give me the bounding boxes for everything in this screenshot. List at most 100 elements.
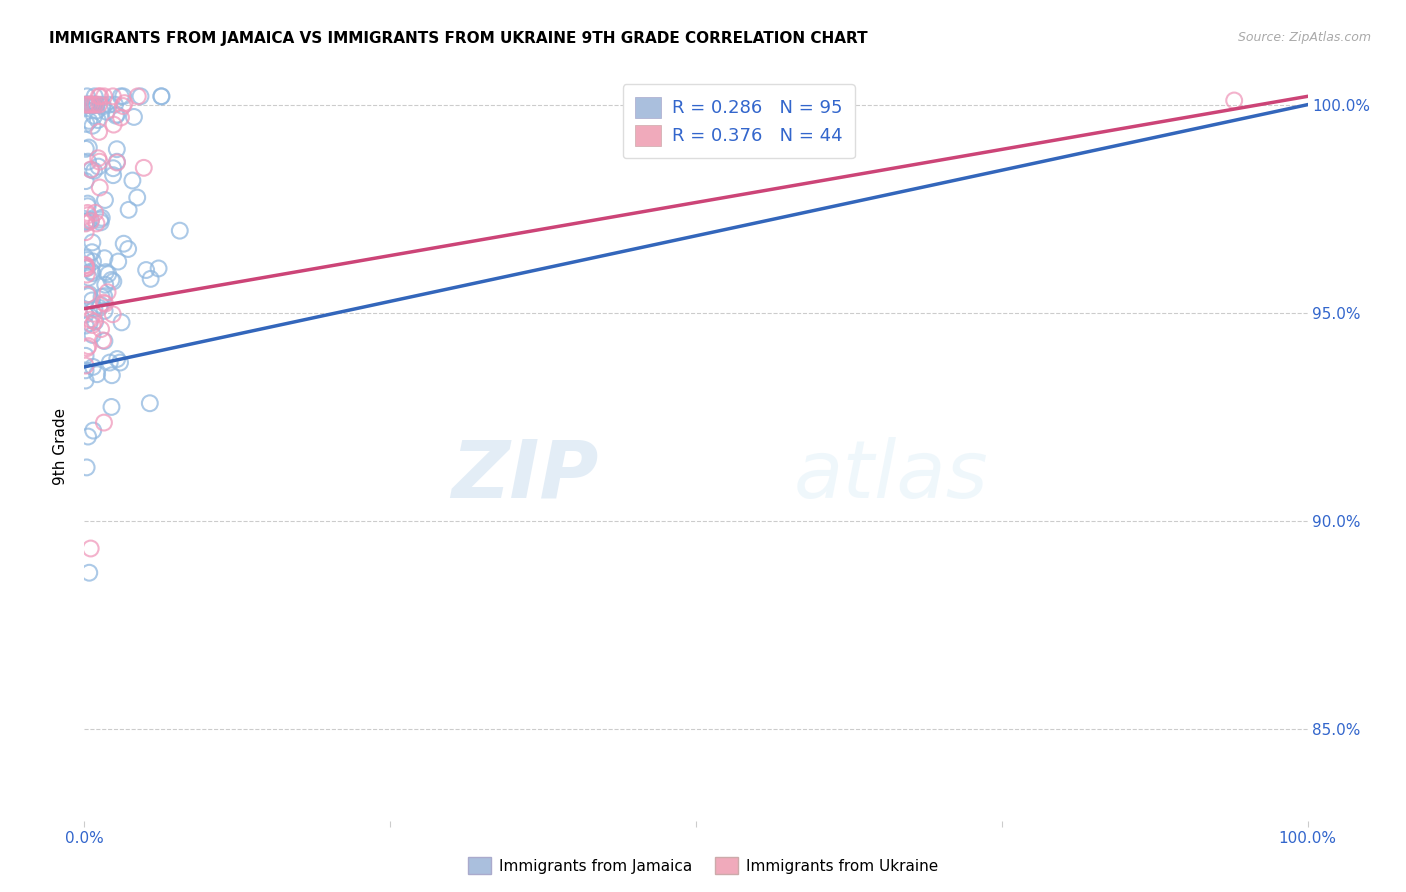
Point (101, 368, 124, 383)
Point (77, 429, 100, 443)
Point (76, 253, 98, 268)
Point (80, 97, 103, 112)
Point (75, 308, 97, 322)
Point (90, 290, 112, 304)
Point (82, 97, 104, 112)
Point (79, 316, 101, 330)
Point (77, 566, 100, 580)
Point (75, 225, 97, 239)
Point (91, 100, 114, 114)
Point (100, 273, 122, 287)
Point (82, 97, 104, 112)
Point (94, 193, 117, 207)
Point (80, 245, 103, 260)
Point (77, 214, 100, 228)
Point (75, 214, 97, 228)
Point (82, 359, 104, 374)
Point (77, 97, 100, 112)
Point (127, 190, 149, 204)
Point (94, 265, 117, 279)
Point (83, 301, 105, 316)
Point (80, 214, 103, 228)
Point (87, 160, 110, 174)
Point (169, 224, 191, 238)
Point (93, 251, 115, 265)
Point (87, 125, 110, 139)
Point (1223, 94, 1246, 108)
Point (101, 307, 124, 321)
Point (77, 140, 100, 154)
Point (103, 274, 125, 288)
Point (83, 89, 105, 103)
Point (87, 113, 110, 128)
Point (76, 199, 98, 213)
Point (77, 97, 100, 112)
Point (82, 235, 104, 250)
Point (89, 154, 111, 169)
Point (101, 168, 124, 182)
Point (103, 118, 125, 132)
Point (150, 89, 173, 103)
Point (75, 217, 97, 231)
Point (132, 161, 155, 175)
Point (93, 295, 115, 310)
Point (76, 341, 98, 355)
Point (94, 277, 117, 292)
Point (80, 162, 103, 177)
Point (75, 251, 97, 265)
Point (75, 260, 97, 275)
Point (89, 301, 111, 315)
Legend: R = 0.286   N = 95, R = 0.376   N = 44: R = 0.286 N = 95, R = 0.376 N = 44 (623, 84, 855, 159)
Point (76, 196, 98, 211)
Point (80, 541, 103, 556)
Point (105, 107, 128, 121)
Point (90, 211, 112, 225)
Point (83, 163, 105, 178)
Point (114, 96, 136, 111)
Point (77, 154, 100, 169)
Point (75, 359, 97, 373)
Point (82, 266, 104, 280)
Point (77, 287, 100, 301)
Point (83, 315, 105, 329)
Point (89, 180, 111, 194)
Point (94, 297, 117, 311)
Point (127, 89, 149, 103)
Point (75, 363, 97, 377)
Point (90, 322, 112, 336)
Point (86, 97, 108, 112)
Point (84, 97, 107, 112)
Point (117, 202, 139, 217)
Point (135, 263, 157, 277)
Point (89, 298, 111, 312)
Point (75, 174, 97, 188)
Point (110, 89, 132, 103)
Point (82, 119, 104, 133)
Point (86, 103, 108, 118)
Point (82, 424, 104, 438)
Point (76, 89, 98, 103)
Point (97, 285, 120, 300)
Point (79, 97, 101, 112)
Point (93, 289, 115, 303)
Point (75, 97, 97, 112)
Point (122, 110, 145, 124)
Point (75, 258, 97, 272)
Point (110, 111, 132, 125)
Point (117, 242, 139, 256)
Point (90, 215, 112, 229)
Point (75, 117, 97, 131)
Point (76, 287, 98, 301)
Point (97, 267, 120, 281)
Point (77, 289, 100, 303)
Point (150, 89, 173, 103)
Point (84, 206, 107, 220)
Point (108, 355, 131, 369)
Text: Source: ZipAtlas.com: Source: ZipAtlas.com (1237, 31, 1371, 45)
Point (79, 97, 101, 112)
Point (86, 216, 108, 230)
Point (82, 318, 104, 332)
Point (80, 162, 103, 177)
Point (77, 270, 100, 285)
Point (121, 173, 143, 187)
